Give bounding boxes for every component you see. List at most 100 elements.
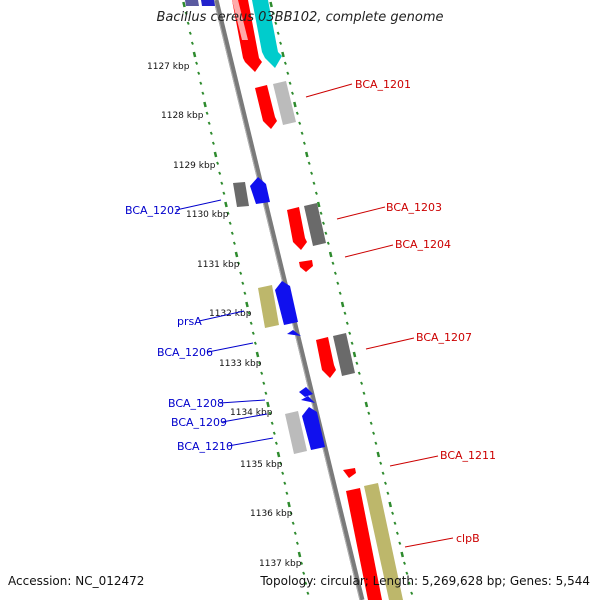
- tick-mark: [336, 281, 340, 285]
- tick-mark: [293, 531, 297, 535]
- tick-mark: [224, 201, 228, 208]
- tick-mark: [393, 521, 397, 525]
- tick-mark: [321, 221, 326, 225]
- gene-label[interactable]: BCA_1211: [440, 449, 496, 462]
- tick-mark: [266, 401, 270, 408]
- gene-label[interactable]: BCA_1210: [177, 440, 233, 453]
- tick-mark: [228, 221, 232, 225]
- gene-feature[interactable]: [304, 203, 326, 246]
- gene-feature[interactable]: [316, 337, 336, 378]
- gene-feature[interactable]: [252, 0, 282, 68]
- gene-feature[interactable]: [287, 207, 307, 250]
- tick-mark: [360, 381, 364, 385]
- tick-mark: [295, 111, 299, 115]
- tick-marks-right: [269, 1, 414, 595]
- tick-mark: [188, 31, 192, 35]
- tick-mark: [209, 131, 213, 135]
- gene-label[interactable]: BCA_1201: [355, 78, 411, 91]
- tick-mark: [383, 481, 388, 485]
- tick-mark: [255, 351, 260, 358]
- gene-feature[interactable]: [346, 488, 382, 600]
- tick-mark: [304, 151, 309, 158]
- gene-label[interactable]: BCA_1202: [125, 204, 181, 217]
- tick-mark: [243, 291, 247, 295]
- gene-label[interactable]: clpB: [456, 532, 480, 545]
- tick-mark: [201, 91, 205, 95]
- gene-feature[interactable]: [333, 333, 355, 376]
- tick-mark: [197, 71, 201, 75]
- tick-mark: [287, 501, 291, 508]
- tick-mark: [276, 31, 280, 35]
- tick-mark: [328, 251, 333, 258]
- tick-mark: [262, 381, 266, 385]
- tick-mark: [400, 551, 405, 558]
- gene-feature[interactable]: [364, 483, 403, 600]
- gene-feature[interactable]: [299, 260, 313, 272]
- tick-mark: [230, 231, 234, 235]
- tick-mark: [312, 181, 316, 185]
- gene-feature[interactable]: [302, 407, 325, 450]
- tick-mark: [300, 561, 304, 565]
- tick-mark: [302, 141, 306, 145]
- tick-mark: [195, 61, 199, 65]
- gene-label[interactable]: BCA_1207: [416, 331, 472, 344]
- gene-label[interactable]: prsA: [177, 315, 202, 328]
- tick-mark: [333, 271, 337, 275]
- tick-label: 1137 kbp: [259, 559, 302, 569]
- tick-mark: [276, 451, 281, 458]
- tick-mark: [192, 51, 197, 58]
- tick-mark: [350, 341, 354, 345]
- tick-mark: [245, 301, 249, 308]
- tick-mark: [381, 471, 385, 475]
- gene-feature[interactable]: [301, 396, 315, 403]
- tick-mark: [281, 51, 285, 58]
- tick-label: 1127 kbp: [147, 62, 190, 72]
- gene-feature[interactable]: [255, 85, 277, 129]
- tick-mark: [307, 161, 311, 165]
- gene-label[interactable]: BCA_1204: [395, 238, 451, 251]
- gene-feature[interactable]: [258, 285, 279, 328]
- tick-mark: [258, 361, 262, 365]
- gene-label[interactable]: BCA_1203: [386, 201, 442, 214]
- tick-mark: [239, 271, 243, 275]
- gene-feature[interactable]: [232, 0, 248, 40]
- tick-mark: [283, 61, 287, 65]
- gene-feature[interactable]: [233, 182, 249, 207]
- tick-mark: [207, 121, 211, 125]
- gene-feature[interactable]: [285, 411, 307, 454]
- tick-mark: [410, 591, 414, 595]
- gene-feature[interactable]: [287, 330, 301, 336]
- tick-marks-left: [182, 1, 310, 595]
- tick-mark: [211, 141, 215, 145]
- gene-label[interactable]: BCA_1206: [157, 346, 213, 359]
- gene-feature[interactable]: [250, 177, 270, 204]
- gene-feature[interactable]: [299, 387, 313, 397]
- gene-label[interactable]: BCA_1209: [171, 416, 227, 429]
- tick-mark: [241, 281, 245, 285]
- tick-mark: [324, 231, 328, 235]
- tick-mark: [286, 71, 290, 75]
- forward-gene-labels: BCA_1201 BCA_1203 BCA_1204 BCA_1207 BCA_…: [355, 78, 496, 545]
- tick-mark: [203, 101, 207, 108]
- reverse-gene-labels: BCA_1202 prsA BCA_1206 BCA_1208 BCA_1209…: [125, 204, 233, 453]
- tick-mark: [251, 331, 255, 335]
- gene-feature[interactable]: [201, 0, 215, 6]
- gene-feature[interactable]: [275, 281, 298, 325]
- tick-mark: [268, 411, 272, 415]
- gene-label[interactable]: BCA_1208: [168, 397, 224, 410]
- tick-mark: [279, 461, 283, 465]
- tick-mark: [274, 21, 278, 25]
- tick-mark: [249, 321, 253, 325]
- tick-mark: [405, 571, 409, 575]
- tick-label: 1133 kbp: [219, 359, 262, 369]
- tick-mark: [182, 1, 186, 8]
- tick-mark: [355, 361, 359, 365]
- gene-feature[interactable]: [343, 468, 356, 478]
- gene-feature[interactable]: [185, 0, 199, 6]
- tick-mark: [374, 441, 378, 445]
- tick-mark: [264, 391, 268, 395]
- tick-mark: [213, 151, 218, 158]
- tick-mark: [234, 251, 239, 258]
- tick-mark: [331, 261, 335, 265]
- gene-feature[interactable]: [273, 81, 296, 125]
